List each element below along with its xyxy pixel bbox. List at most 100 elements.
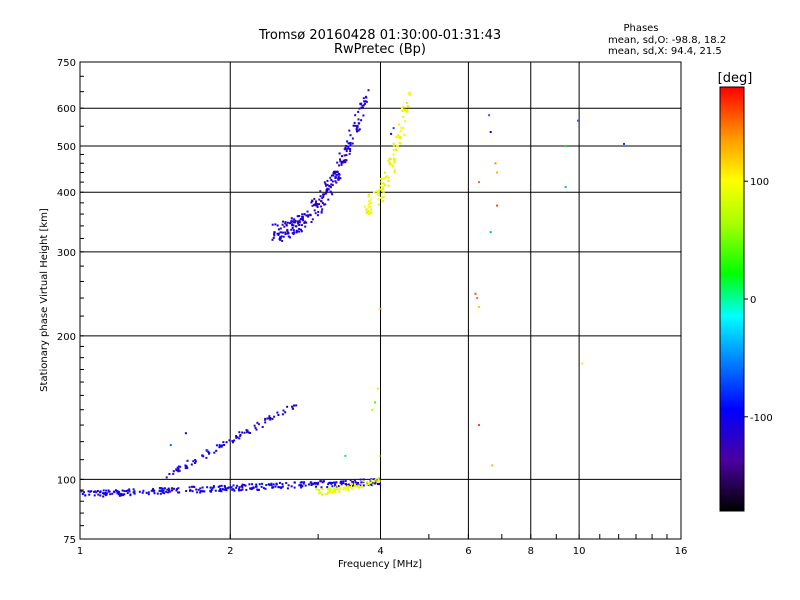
data-point [218,485,221,488]
x-axis-label: Frequency [MHz] [338,559,422,570]
data-point [343,154,346,157]
data-point [324,182,327,185]
data-point [338,488,341,491]
data-point [118,494,121,497]
data-point [324,192,327,195]
chart-subtitle: RwPretec (Bp) [334,42,426,57]
data-point [116,492,119,495]
data-point [286,221,289,224]
data-point [128,488,131,491]
data-point [209,486,212,489]
data-point [340,480,343,483]
data-point [262,487,265,490]
data-point [170,489,173,492]
data-point [367,89,370,92]
data-point [172,470,175,473]
data-point [337,173,340,175]
data-point [303,213,306,216]
colorbar-tick-label: 0 [750,295,756,306]
data-point [327,491,329,494]
data-point [336,161,339,164]
data-point [376,387,379,390]
data-point [348,484,351,487]
data-point [352,480,355,483]
data-point [331,489,334,492]
data-point [184,464,187,467]
colorbar [719,86,745,512]
data-point [300,481,303,484]
data-point [221,488,224,491]
data-point [202,490,205,493]
data-point [305,214,308,217]
data-point [319,195,322,198]
data-point [356,481,359,484]
data-point [235,435,238,437]
data-point [276,232,279,235]
data-point [161,491,164,494]
data-point [195,488,198,491]
data-point [196,491,199,494]
data-point [363,100,366,103]
data-point [350,482,352,485]
data-point [320,210,323,213]
data-point [347,489,350,492]
data-point [219,445,222,448]
data-point [352,483,355,486]
data-point [160,487,163,490]
data-point [238,437,241,440]
y-axis-ticks: 75 100 200 300 400 500 600 750 [57,58,84,546]
data-point [255,485,257,488]
colorbar-tick-label: 100 [750,177,769,188]
x-tick-label: 16 [675,546,688,557]
data-point [246,429,249,432]
data-point [243,484,246,486]
data-point [353,121,356,124]
data-point [243,431,246,434]
data-point [281,485,284,488]
data-point [407,92,410,95]
data-point [89,490,92,493]
data-point [365,100,368,103]
data-point [311,218,314,221]
data-point [209,490,212,493]
data-point [314,204,317,207]
data-point [277,228,280,231]
data-point [344,487,347,490]
data-point [250,488,253,491]
data-point [321,493,324,496]
data-point [344,486,347,489]
data-point [217,485,220,488]
data-point [236,436,239,439]
data-point [342,480,345,483]
data-point [269,418,272,421]
data-point [201,454,204,457]
data-point [298,219,301,222]
data-point [267,417,270,420]
data-point [238,488,240,491]
data-point [328,489,331,492]
data-point [258,483,261,486]
data-point [121,489,124,492]
data-point [300,224,303,227]
data-point [194,460,197,463]
data-point [176,466,179,469]
data-point [316,483,319,486]
x-tick-label: 8 [528,546,534,557]
data-point [362,104,365,107]
data-point [303,481,306,484]
data-point [373,480,376,483]
data-point [344,147,347,149]
data-point [326,187,329,190]
data-point [165,476,168,479]
data-point [357,485,360,488]
data-point [270,482,273,485]
data-point [163,492,166,495]
data-point [326,488,329,490]
data-point [496,204,499,207]
data-point [382,182,385,185]
data-point [304,220,307,223]
data-point [284,411,287,414]
x-tick-label: 10 [573,546,586,557]
data-point [123,490,126,493]
data-point [213,451,216,454]
